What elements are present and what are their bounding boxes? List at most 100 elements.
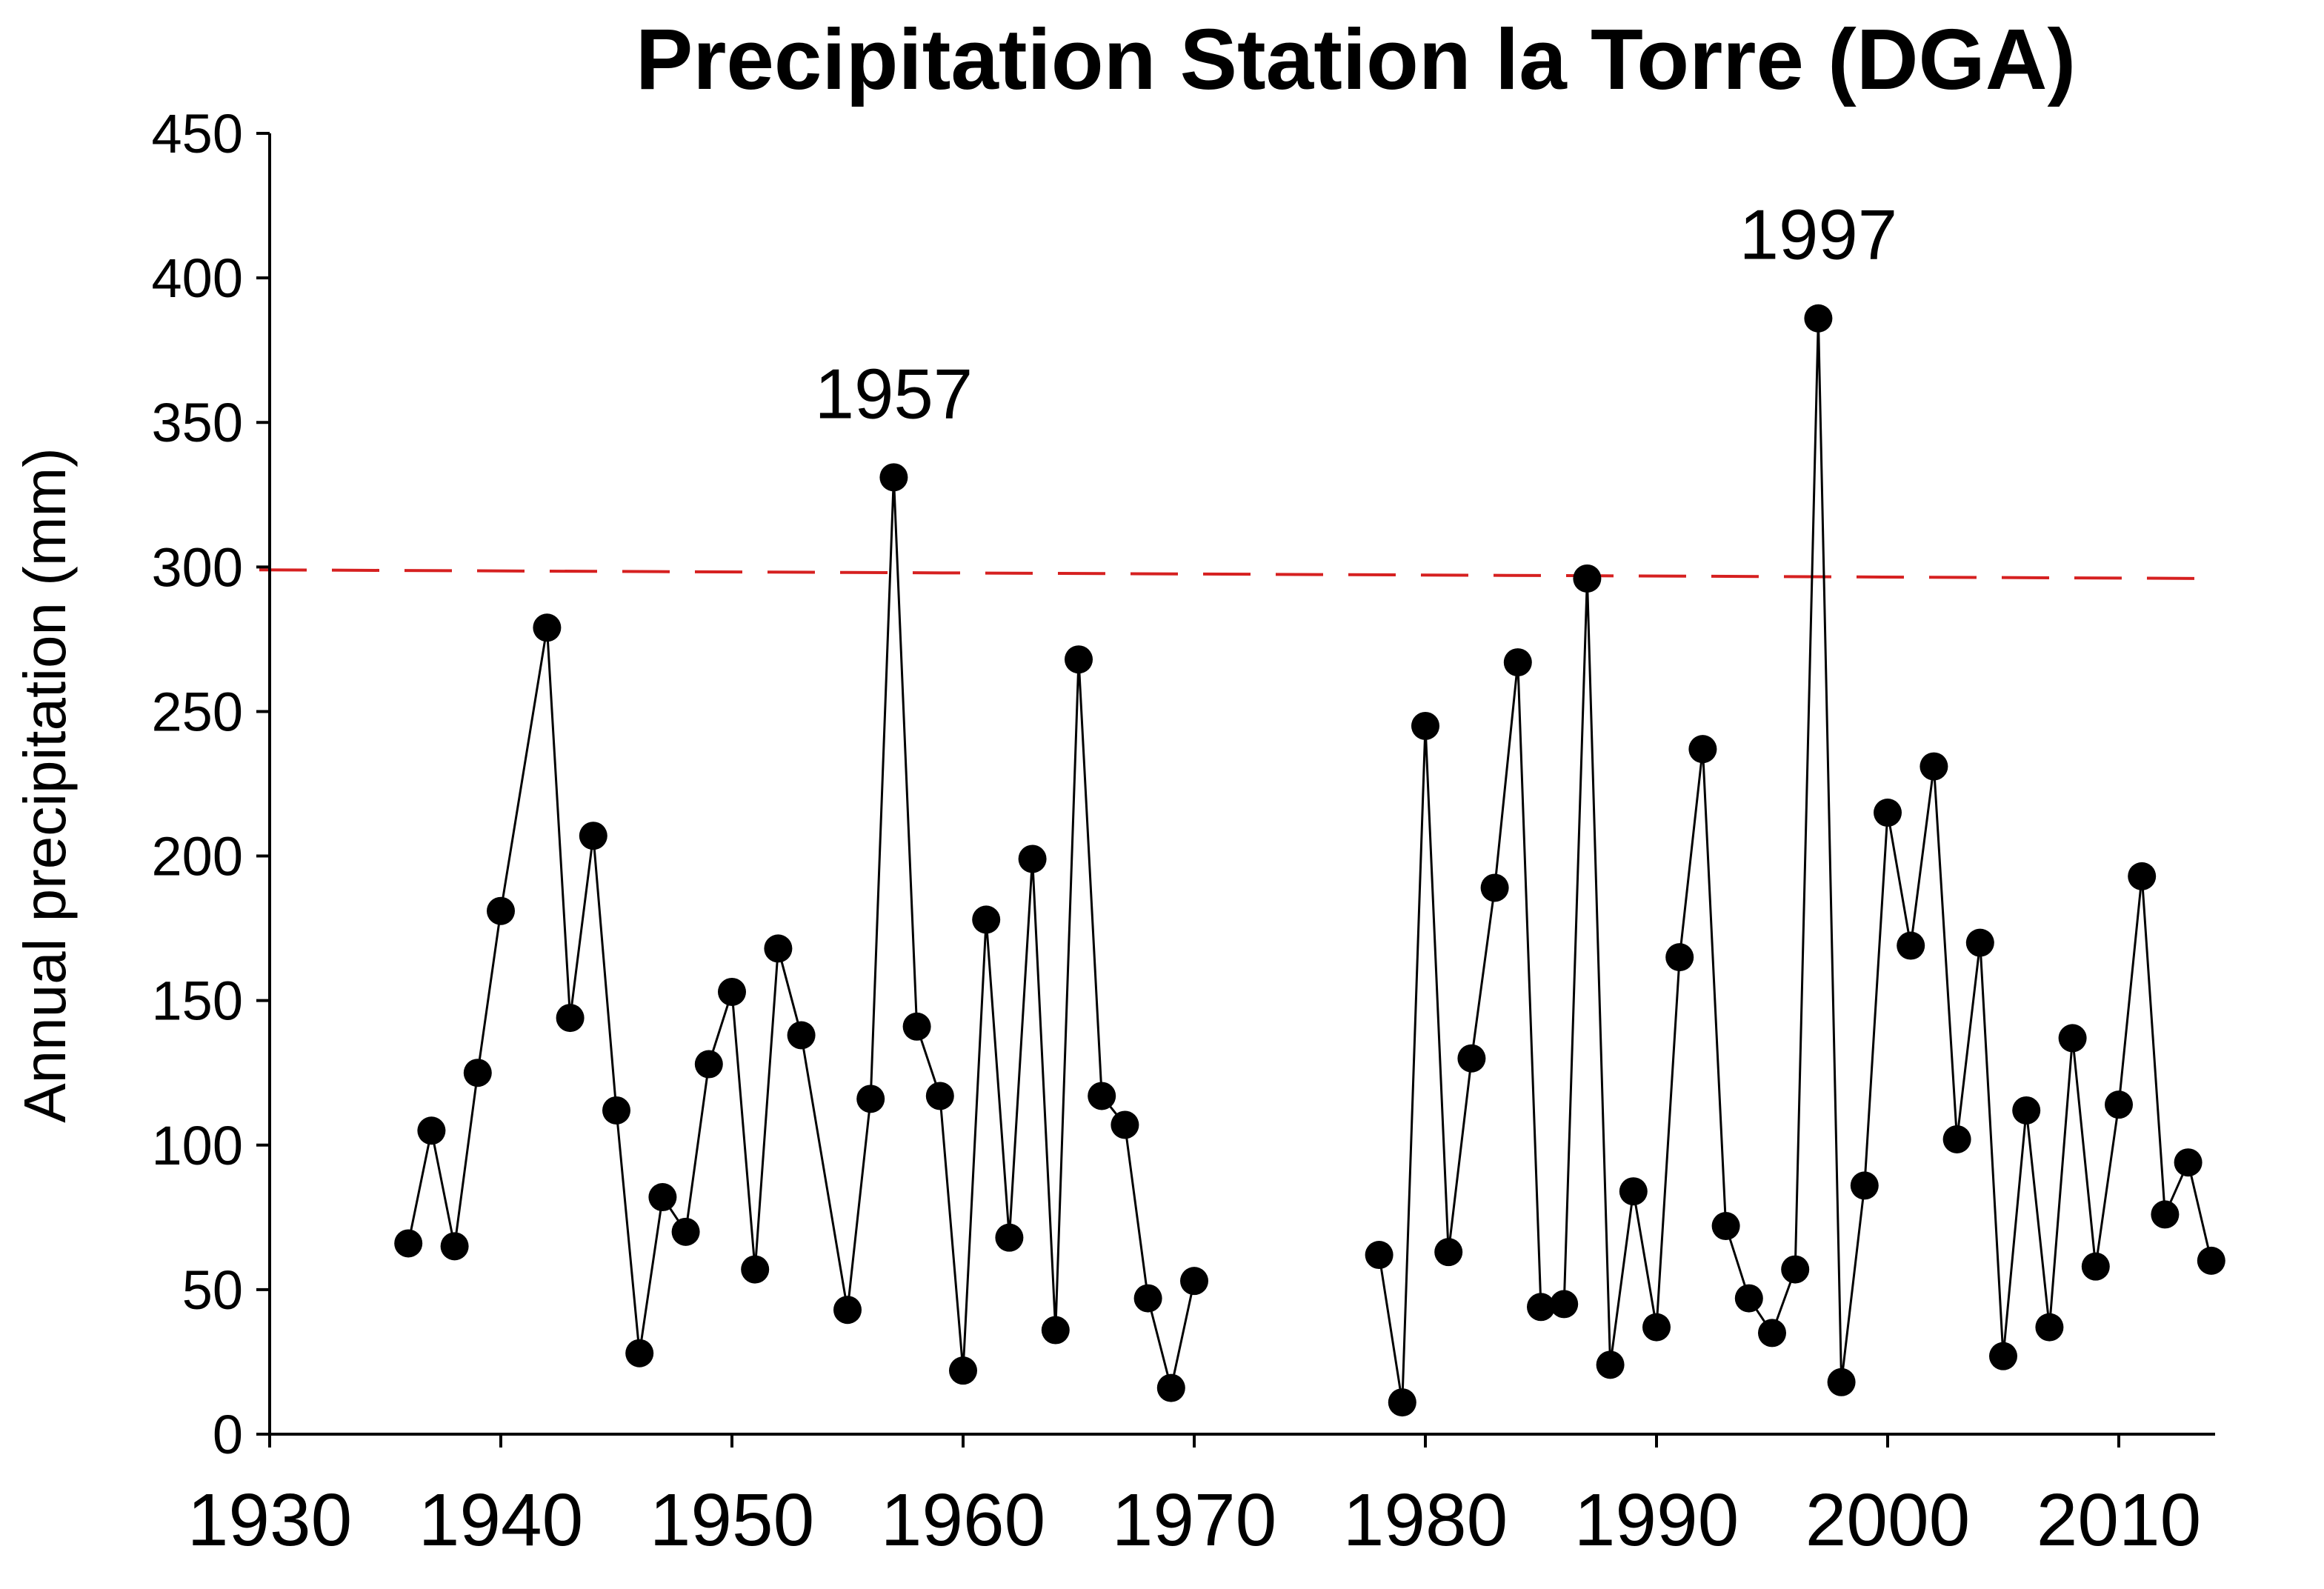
y-tick-label-400: 400 — [152, 247, 243, 309]
data-point-1989 — [1619, 1177, 1648, 1206]
x-tick-label-1990: 1990 — [1574, 1479, 1739, 1562]
x-tick-label-2010: 2010 — [2037, 1479, 2201, 1562]
data-point-1983 — [1480, 873, 1509, 902]
series-group — [394, 304, 2225, 1417]
data-point-1950 — [718, 977, 746, 1006]
series-line-segment-2 — [1378, 318, 2213, 1403]
data-point-1986 — [1550, 1290, 1579, 1319]
data-point-1996 — [1781, 1255, 1810, 1284]
data-point-1940 — [487, 896, 515, 925]
data-point-1959 — [925, 1082, 954, 1110]
series-line-segment-1 — [407, 477, 1196, 1388]
data-point-1981 — [1434, 1238, 1463, 1267]
data-point-2012 — [2151, 1200, 2180, 1229]
data-point-1943 — [556, 1004, 585, 1033]
data-point-2004 — [1965, 928, 1994, 957]
x-tick-label-2000: 2000 — [1805, 1479, 1970, 1562]
data-point-1942 — [533, 613, 562, 642]
data-point-1946 — [625, 1339, 654, 1368]
data-point-1994 — [1734, 1284, 1763, 1313]
y-tick-label-450: 450 — [152, 103, 243, 164]
data-point-2014 — [2197, 1246, 2225, 1275]
data-point-1979 — [1388, 1388, 1416, 1417]
y-tick-label-0: 0 — [213, 1404, 243, 1465]
x-tick-label-1930: 1930 — [187, 1479, 352, 1562]
data-point-1978 — [1365, 1241, 1394, 1270]
reference-dashed-line — [259, 568, 2216, 580]
y-tick-label-150: 150 — [152, 970, 243, 1032]
data-point-1960 — [949, 1356, 977, 1385]
y-tick-label-350: 350 — [152, 392, 243, 453]
data-point-2002 — [1920, 752, 1948, 781]
data-point-1962 — [995, 1223, 1024, 1252]
data-point-2008 — [2058, 1024, 2087, 1053]
reference-line-group — [259, 568, 2216, 580]
data-point-1953 — [787, 1021, 816, 1050]
data-point-1949 — [694, 1050, 723, 1079]
data-point-1980 — [1411, 711, 1439, 740]
y-axis-label: Annual precipitation (mm) — [12, 447, 78, 1122]
data-point-1937 — [417, 1116, 446, 1145]
data-point-1988 — [1596, 1350, 1625, 1379]
data-point-2013 — [2174, 1148, 2203, 1177]
annotations-group: 1957 1997 — [815, 196, 1898, 434]
data-point-2001 — [1897, 931, 1925, 960]
data-point-1998 — [1827, 1368, 1856, 1396]
data-point-1993 — [1711, 1212, 1740, 1241]
data-point-2011 — [2128, 862, 2157, 890]
data-point-1982 — [1457, 1044, 1486, 1073]
x-tick-label-1980: 1980 — [1343, 1479, 1508, 1562]
data-point-2010 — [2105, 1090, 2133, 1119]
x-tick-label-1950: 1950 — [650, 1479, 814, 1562]
data-point-1938 — [440, 1232, 469, 1261]
data-point-1967 — [1111, 1110, 1139, 1139]
data-point-2007 — [2035, 1313, 2064, 1342]
data-point-1957 — [879, 463, 908, 492]
x-tick-label-1970: 1970 — [1112, 1479, 1276, 1562]
y-tick-label-250: 250 — [152, 681, 243, 742]
data-point-1985 — [1527, 1293, 1555, 1322]
data-point-1969 — [1156, 1373, 1185, 1402]
data-point-1995 — [1758, 1319, 1786, 1348]
data-point-1945 — [602, 1096, 630, 1125]
data-point-1970 — [1180, 1267, 1208, 1296]
annotation-1997: 1997 — [1739, 196, 1898, 275]
data-point-1951 — [741, 1255, 770, 1284]
data-point-1966 — [1088, 1082, 1116, 1110]
data-point-2009 — [2081, 1252, 2110, 1281]
data-point-1944 — [579, 822, 607, 850]
data-point-1999 — [1850, 1171, 1879, 1200]
data-point-2003 — [1942, 1125, 1971, 1153]
data-point-1964 — [1041, 1316, 1070, 1345]
data-point-1948 — [671, 1217, 700, 1246]
data-point-2006 — [2012, 1096, 2041, 1125]
data-point-1956 — [856, 1085, 885, 1113]
data-point-1936 — [394, 1229, 423, 1258]
data-point-1965 — [1065, 645, 1093, 674]
annotation-1957: 1957 — [815, 354, 973, 433]
y-tick-label-50: 50 — [182, 1259, 243, 1321]
data-point-1990 — [1642, 1313, 1671, 1342]
y-tick-label-100: 100 — [152, 1115, 243, 1176]
data-point-1963 — [1018, 845, 1047, 873]
data-point-1984 — [1503, 648, 1532, 677]
data-point-1987 — [1573, 564, 1602, 593]
data-point-2000 — [1874, 799, 1902, 827]
data-point-1968 — [1133, 1284, 1162, 1313]
x-tick-label-1960: 1960 — [881, 1479, 1045, 1562]
chart-title: Precipitation Station la Torre (DGA) — [636, 11, 2076, 107]
ticks-group: 0 50 100 150 200 250 300 350 400 450 1930 1940 1950 1… — [152, 103, 2202, 1562]
data-point-1939 — [463, 1059, 492, 1087]
y-tick-label-300: 300 — [152, 536, 243, 598]
data-point-1947 — [648, 1183, 677, 1212]
data-point-1997 — [1804, 304, 1833, 333]
x-tick-label-1940: 1940 — [419, 1479, 583, 1562]
data-point-1991 — [1665, 943, 1694, 972]
axes-group — [268, 133, 2215, 1436]
data-point-1952 — [764, 934, 793, 963]
data-point-1955 — [833, 1296, 862, 1325]
data-point-1958 — [902, 1012, 931, 1041]
data-point-1961 — [972, 905, 1001, 934]
data-point-1992 — [1688, 735, 1717, 764]
